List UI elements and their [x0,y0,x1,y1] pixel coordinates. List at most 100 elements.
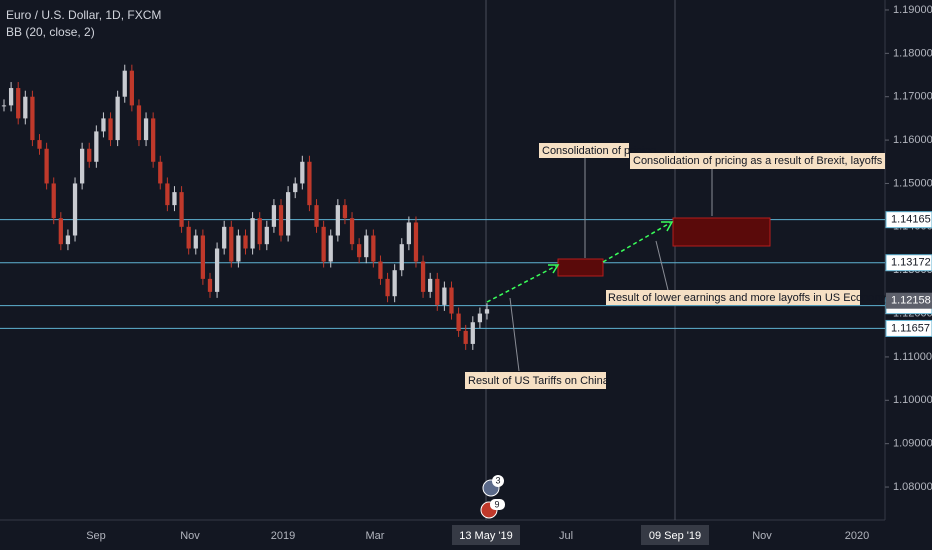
candle-body [243,235,248,249]
candle-body [193,235,198,249]
y-tick-label: 1.09000 [893,438,932,450]
y-tick-label: 1.10000 [893,394,932,406]
candle-body [80,148,85,184]
candle-body [186,226,191,249]
candle-body [278,205,284,236]
candle-body [8,88,14,106]
candle-body [435,278,440,305]
y-tick-label: 1.11000 [893,351,932,363]
x-tick-label: 2020 [845,530,869,542]
candle-body [285,192,291,236]
chart-title: Euro / U.S. Dollar, 1D, FXCM [6,8,161,22]
y-tick-label: 1.08000 [893,481,932,493]
last-price-box [886,292,932,309]
y-tick-label: 1.15000 [893,177,932,189]
candle-body [101,118,106,132]
candle-body [314,205,319,227]
event-count[interactable]: 9 [494,499,499,509]
zone-box [557,258,604,277]
x-tick-label: Nov [752,530,772,542]
candle-body [449,287,454,314]
annotation: Consolidation of pricing [542,145,656,157]
candle-body [129,70,134,106]
candle-body [51,183,56,219]
level-label-box [885,211,932,229]
candle-body [257,218,262,245]
x-tick-label: Mar [366,530,385,542]
y-tick-label: 1.17000 [893,91,932,103]
annotation: Consolidation of pricing as a result of … [633,155,894,167]
candle-body [122,70,127,97]
annotation-box [539,143,629,158]
level-label-box [885,254,932,272]
y-tick-label: 1.16000 [893,134,932,146]
candle-body [200,235,206,279]
candle-body [357,244,362,258]
candle-body [484,309,490,314]
indicator-label: BB (20, close, 2) [6,25,95,39]
leader-line [509,297,520,372]
candle-body [16,88,21,119]
candle-body [463,330,468,344]
trend-arrow [602,222,671,263]
candle-body [65,235,71,245]
plot-area [0,0,885,520]
candle-body [23,96,28,119]
candle-body [72,183,78,236]
event-badge[interactable] [492,475,504,487]
drawings: Consolidation of pricing Consolidation o… [465,143,894,519]
x-tick-label: 09 Sep '19 [649,530,701,542]
candle-body [222,226,227,249]
annotation-box [630,153,885,169]
candle-body [477,313,483,323]
leader-line [655,240,669,291]
candle-body [264,226,269,245]
candle-body [236,235,241,262]
candle-body [413,222,419,262]
candle-body [165,183,170,206]
trend-arrow [486,265,557,303]
candle-body [179,192,184,227]
candle-body [172,192,177,206]
candle-body [378,261,383,279]
candle-body [158,161,163,184]
candle-body [321,226,326,262]
candle-body [399,244,404,271]
level-label-box [885,319,932,337]
candle-body [207,278,213,292]
y-tick-label: 1.18000 [893,47,932,59]
last-price-label: 1.12158 [891,295,931,307]
event-badge[interactable] [490,499,505,510]
level-label: 1.11657 [891,322,930,334]
x-tick-label: Nov [180,530,200,542]
candle-body [229,226,234,262]
candle-body [342,205,348,219]
annotation-box [465,372,606,389]
event-count[interactable]: 3 [495,475,500,485]
candle-body [108,118,113,141]
x-tick-label: 13 May '19 [459,530,512,542]
candle-body [115,96,120,141]
candle-body [328,235,333,262]
x-tick-label: 2019 [271,530,295,542]
candle-body [271,205,277,227]
x-tick-label: Sep [86,530,106,542]
candle-body [385,278,390,297]
x-label-highlight [452,525,520,545]
level-label: 1.13172 [891,257,931,269]
candle-body [44,148,49,184]
level-label: 1.14165 [891,214,931,226]
annotation: Result of lower earnings and more layoff… [608,292,890,304]
candle-body [151,118,156,162]
annotation-box [606,290,860,305]
candle-body [94,131,99,162]
candle-body [1,105,7,107]
candle-body [136,105,142,141]
candle-body [307,161,312,206]
zone-box [672,217,771,247]
candle-body [456,313,461,331]
arrow-head [548,264,560,274]
